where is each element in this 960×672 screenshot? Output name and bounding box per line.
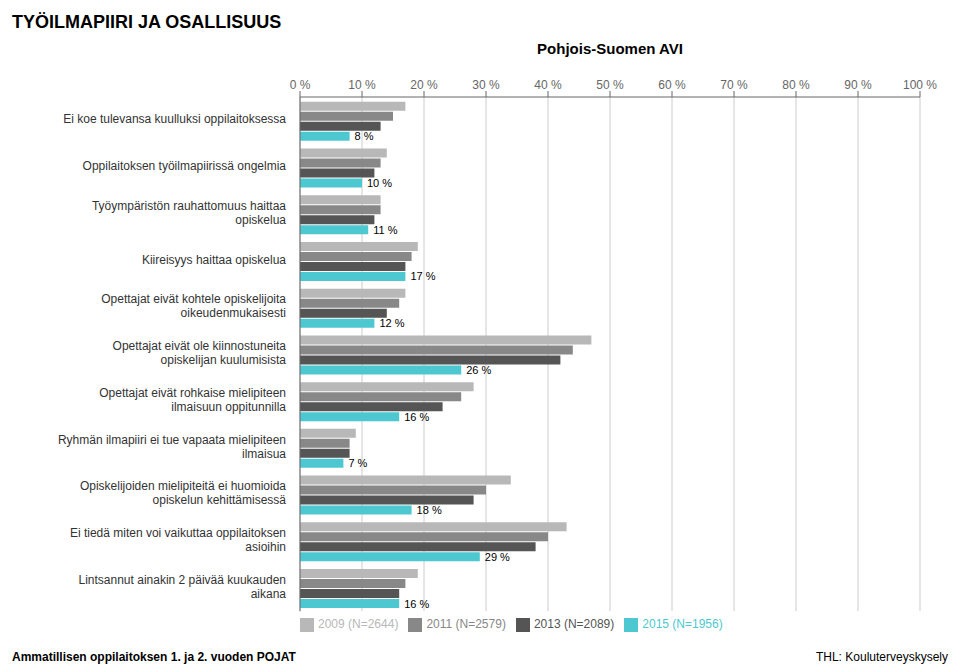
svg-text:Työympäristön rauhattomuus hai: Työympäristön rauhattomuus haittaaopiske… [92,199,286,227]
svg-text:17 %: 17 % [410,270,435,282]
svg-text:Opettajat eivät rohkaise mieli: Opettajat eivät rohkaise mielipiteenilma… [99,386,286,414]
svg-text:Opettajat eivät kohtele opiske: Opettajat eivät kohtele opiskelijoitaoik… [101,293,286,321]
svg-text:16 %: 16 % [404,411,429,423]
svg-text:70 %: 70 % [720,78,748,92]
svg-text:11 %: 11 % [373,224,397,236]
svg-text:29 %: 29 % [485,551,510,563]
svg-text:60 %: 60 % [658,78,686,92]
html-text:Pohjois-Suomen AVI: Pohjois-Suomen AVI [537,40,683,57]
html-text:2015 (N=1956): 2015 (N=1956) [642,617,723,632]
svg-text:Lintsannut ainakin 2 päivää ku: Lintsannut ainakin 2 päivää kuukaudenaik… [79,573,287,601]
html-text:TYÖILMAPIIRI JA OSALLISUUS: TYÖILMAPIIRI JA OSALLISUUS [12,12,282,32]
svg-text:Ei tiedä miten voi vaikuttaa o: Ei tiedä miten voi vaikuttaa oppilaitoks… [70,526,286,554]
svg-text:80 %: 80 % [782,78,810,92]
svg-text:Ryhmän ilmapiiri ei tue vapaat: Ryhmän ilmapiiri ei tue vapaata mielipit… [58,433,286,461]
html-text:2013 (N=2089): 2013 (N=2089) [533,617,615,632]
html-text:Ammatillisen oppilaitoksen 1.: Ammatillisen oppilaitoksen 1. ja 2. vuod… [12,650,296,664]
html-text:THL: Kouluterveyskysely: THL: Kouluterveyskysely [816,650,948,664]
svg-text:30 %: 30 % [472,78,500,92]
svg-text:40 %: 40 % [534,78,562,92]
svg-text:Oppilaitoksen työilmapiirissä: Oppilaitoksen työilmapiirissä ongelmia [83,159,287,173]
svg-text:10 %: 10 % [348,78,376,92]
svg-text:26 %: 26 % [466,364,491,376]
svg-text:16 %: 16 % [404,598,429,610]
svg-text:Kiireisyys haittaa opiskelua: Kiireisyys haittaa opiskelua [142,253,286,267]
svg-text:7 %: 7 % [348,457,367,469]
svg-text:Opettajat eivät ole kiinnostun: Opettajat eivät ole kiinnostuneitaopiske… [113,339,287,367]
svg-text:18 %: 18 % [417,504,442,516]
svg-text:8 %: 8 % [355,130,374,142]
html-text:2011 (N=2579): 2011 (N=2579) [426,617,506,632]
svg-text:10 %: 10 % [367,177,392,189]
svg-text:50 %: 50 % [596,78,624,92]
svg-text:12 %: 12 % [379,317,404,329]
svg-text:Ei koe tulevansa kuulluksi opp: Ei koe tulevansa kuulluksi oppilaitokses… [63,113,286,127]
svg-text:100 %: 100 % [903,78,937,92]
svg-text:Opiskelijoiden mielipiteitä ei: Opiskelijoiden mielipiteitä ei huomioida… [80,479,286,507]
svg-text:90 %: 90 % [844,78,872,92]
svg-text:20 %: 20 % [410,78,438,92]
html-text:2009 (N=2644): 2009 (N=2644) [318,617,399,632]
svg-text:0 %: 0 % [290,78,311,92]
